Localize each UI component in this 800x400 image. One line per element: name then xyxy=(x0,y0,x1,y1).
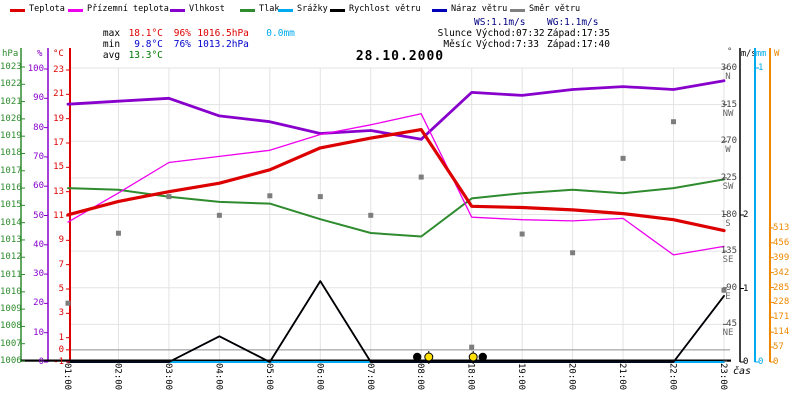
legend-label-vlhkost: Vlhkost xyxy=(189,4,225,14)
legend-swatch-vlhkost xyxy=(170,9,185,12)
stats-max-pressure: 1016.5hPa xyxy=(197,28,249,39)
legend-swatch-naraz-vetru xyxy=(432,9,447,12)
stats-moonset: Západ:17:40 xyxy=(547,39,610,50)
legend-swatch-srazky xyxy=(278,9,293,12)
moon-marker xyxy=(412,352,422,362)
time-axis-line xyxy=(21,359,731,362)
wind-direction-point xyxy=(65,300,71,306)
series-line-prizemni-teplota xyxy=(67,113,725,256)
wind-direction-point xyxy=(671,119,677,125)
series-line-vlhkost xyxy=(66,79,726,141)
moon-marker xyxy=(478,352,487,362)
stats-wind-speed: WS:1.1m/s xyxy=(474,17,526,28)
axis-header-watt: W xyxy=(774,49,780,59)
legend-label-teplota: Teplota xyxy=(29,4,65,14)
stats-sun-label: Slunce xyxy=(437,28,472,39)
wind-direction-point xyxy=(166,194,172,200)
axis-header-ms: m/s xyxy=(741,49,757,59)
stats-sunset: Západ:17:35 xyxy=(547,28,610,39)
stats-avg-temp: 13.3°C xyxy=(128,50,163,61)
stats-min-pressure: 1013.2hPa xyxy=(197,39,249,50)
wind-direction-point xyxy=(317,194,323,200)
series-line-tlak xyxy=(67,178,725,238)
legend-swatch-smer-vetru xyxy=(510,9,525,12)
series-line-teplota xyxy=(66,128,726,233)
wind-direction-point xyxy=(570,250,576,256)
sun-marker xyxy=(468,352,478,362)
wind-direction-point xyxy=(368,212,374,218)
legend-label-srazky: Srážky xyxy=(297,4,328,14)
legend-label-prizemni-teplota: Přízemní teplota xyxy=(87,4,169,14)
axis-header-hpa: hPa xyxy=(2,49,19,59)
stats-min-humidity: 76% xyxy=(173,39,191,50)
legend-swatch-tlak xyxy=(240,9,255,12)
stats-moon-label: Měsíc xyxy=(443,39,472,50)
wind-direction-point xyxy=(267,193,273,199)
wind-direction-point xyxy=(418,174,424,180)
stats-wind-gust: WG:1.1m/s xyxy=(547,17,599,28)
stats-avg-label: avg xyxy=(102,50,121,61)
stats-avg-row: avg 13.3°C xyxy=(80,39,163,72)
legend-label-rychlost-vetru: Rychlost větru xyxy=(349,4,421,14)
legend-swatch-prizemni-teplota xyxy=(68,9,83,12)
wind-direction-point xyxy=(469,344,475,350)
sun-marker xyxy=(424,352,434,362)
chart-title: 28.10.2000 xyxy=(355,49,445,64)
stats-max-precip: 0.0mm xyxy=(266,28,295,39)
legend-label-naraz-vetru: Náraz větru xyxy=(451,4,508,14)
wind-direction-point xyxy=(620,155,626,161)
wind-direction-point xyxy=(721,287,727,293)
stats-min-temp: 9.8°C xyxy=(134,39,163,50)
legend-label-smer-vetru: Směr větru xyxy=(529,4,581,14)
series-line-rychlost-vetru xyxy=(67,280,725,363)
stats-min-row: min 9.8°C 76% 1013.2hPa xyxy=(80,28,249,61)
axis-header-mm: mm xyxy=(756,49,767,59)
axis-header-degrees: ° xyxy=(727,47,733,57)
legend-swatch-rychlost-vetru xyxy=(330,9,345,12)
stats-max-row: max 18.1°C 96% 1016.5hPa 0.0mm xyxy=(80,17,295,50)
axis-header-percent: % xyxy=(37,49,43,59)
stats-moonrise: Východ:7:33 xyxy=(476,39,539,50)
axis-header-celsius: °C xyxy=(53,49,64,59)
wind-direction-point xyxy=(216,212,222,218)
legend-label-tlak: Tlak xyxy=(259,4,280,14)
wind-direction-point xyxy=(519,231,525,237)
wind-direction-point xyxy=(115,230,121,236)
legend-swatch-teplota xyxy=(10,9,25,12)
stats-sunrise: Východ:07:32 xyxy=(476,28,545,39)
stats-max-temp: 18.1°C xyxy=(128,28,163,39)
time-axis-label: čas xyxy=(733,366,752,377)
stats-min-label: min xyxy=(102,39,121,50)
stats-max-label: max xyxy=(102,28,121,39)
stats-max-humidity: 96% xyxy=(173,28,191,39)
